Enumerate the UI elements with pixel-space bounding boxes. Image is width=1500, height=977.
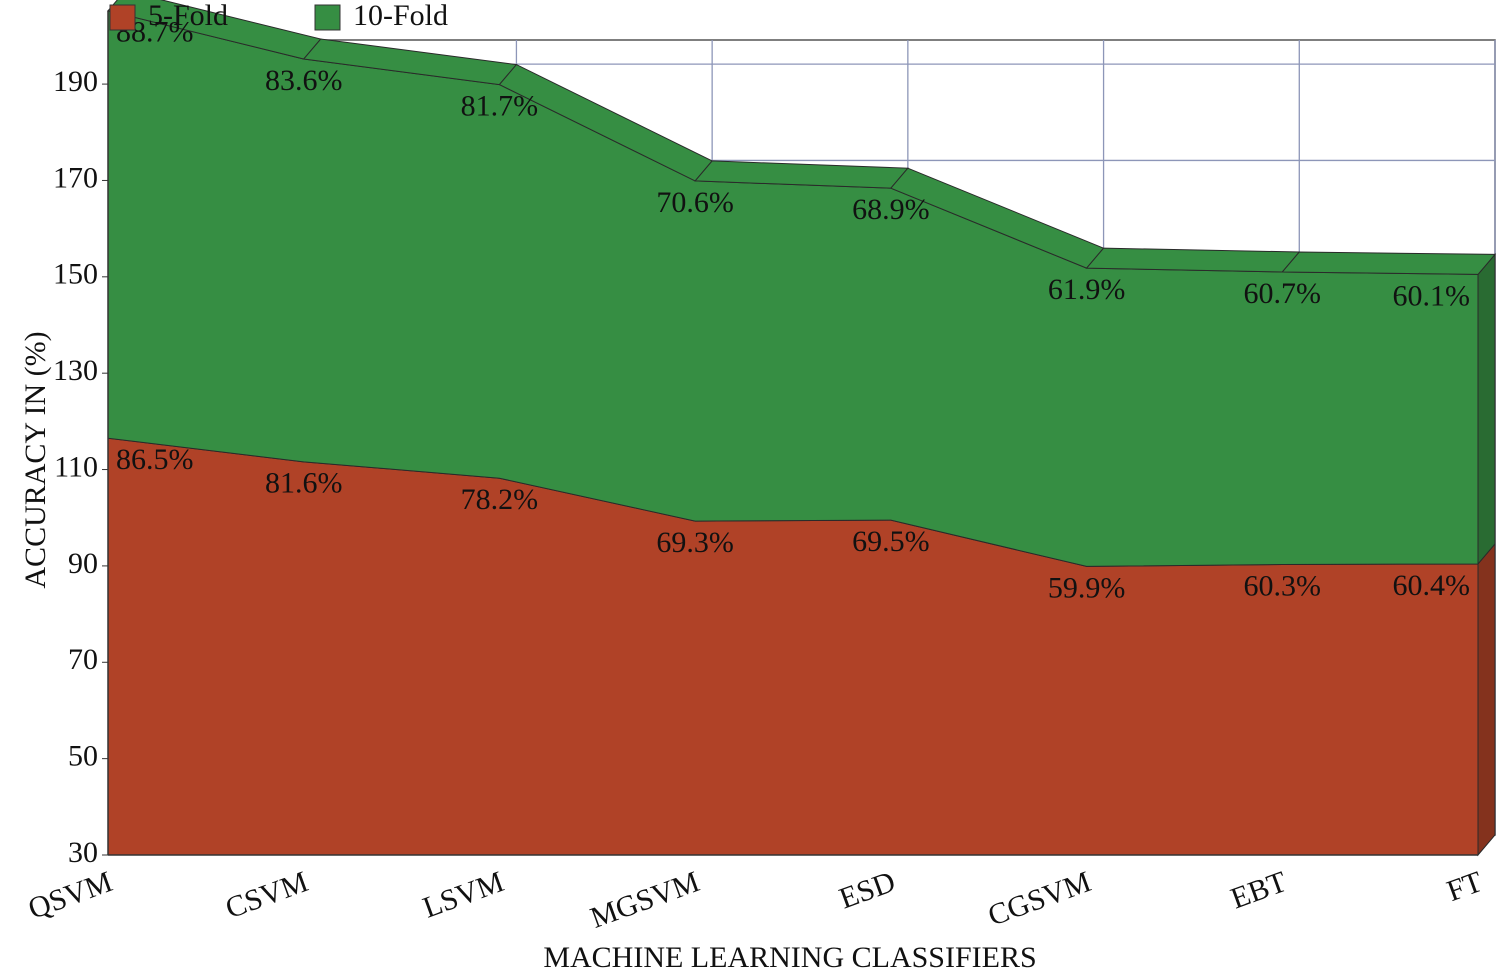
y-tick-label: 150 <box>53 258 98 291</box>
data-label: 61.9% <box>1048 273 1126 306</box>
legend-label: 10-Fold <box>353 0 448 32</box>
y-tick-label: 190 <box>53 65 98 98</box>
x-tick-label: EBT <box>1226 865 1291 915</box>
x-tick-label: LSVM <box>419 865 509 925</box>
legend-label: 5-Fold <box>148 0 228 32</box>
data-label: 60.4% <box>1393 569 1471 602</box>
data-label: 81.6% <box>265 467 343 500</box>
data-label: 86.5% <box>116 443 194 476</box>
legend-swatch <box>109 4 136 31</box>
data-label: 59.9% <box>1048 571 1126 604</box>
data-label: 69.3% <box>656 526 734 559</box>
area-side <box>1477 253 1496 566</box>
x-tick-label: CGSVM <box>984 865 1096 933</box>
x-axis-label: MACHINE LEARNING CLASSIFIERS <box>543 941 1036 974</box>
data-label: 70.6% <box>656 186 734 219</box>
y-tick-label: 170 <box>53 161 98 194</box>
data-label: 60.3% <box>1244 569 1322 602</box>
x-tick-label: CSVM <box>221 865 312 925</box>
y-tick-label: 130 <box>53 354 98 387</box>
x-tick-label: QSVM <box>24 865 117 926</box>
data-label: 69.5% <box>852 525 930 558</box>
y-tick-label: 70 <box>68 643 98 676</box>
area-side <box>1477 542 1496 857</box>
data-label: 78.2% <box>461 483 539 516</box>
data-label: 81.7% <box>461 89 539 122</box>
legend-swatch <box>314 4 341 31</box>
area-top <box>1281 251 1497 275</box>
data-label: 68.9% <box>852 193 930 226</box>
x-tick-label: ESD <box>835 865 900 915</box>
y-tick-label: 50 <box>68 740 98 773</box>
data-label: 60.1% <box>1393 279 1471 312</box>
y-tick-label: 30 <box>68 836 98 869</box>
y-tick-label: 90 <box>68 547 98 580</box>
x-tick-label: MGSVM <box>586 865 704 935</box>
area-top <box>1085 247 1301 273</box>
y-tick-label: 110 <box>54 450 98 483</box>
x-tick-label: FT <box>1443 865 1487 908</box>
y-axis-label: ACCURACY IN (%) <box>19 331 52 588</box>
data-label: 60.7% <box>1244 277 1322 310</box>
data-label: 83.6% <box>265 64 343 97</box>
